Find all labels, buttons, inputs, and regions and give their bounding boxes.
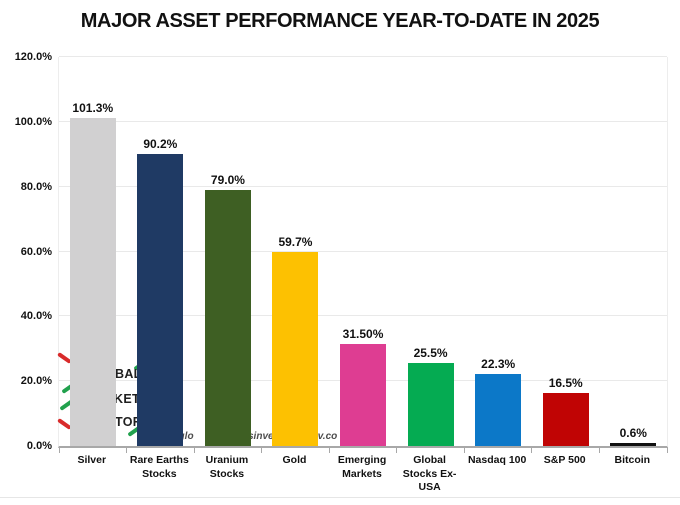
bar bbox=[272, 252, 319, 446]
x-category-label: S&P 500 bbox=[531, 454, 599, 495]
bar-value-label: 31.50% bbox=[342, 326, 384, 341]
x-axis-labels: Silver Rare Earths Stocks Uranium Stocks Gold… bbox=[58, 454, 666, 495]
gridline bbox=[59, 315, 667, 317]
x-category-label-line: Bitcoin bbox=[614, 454, 651, 466]
bar-slot: 0.6% bbox=[600, 57, 668, 446]
bar bbox=[204, 189, 251, 446]
x-category-label: Global Stocks Ex- USA bbox=[396, 454, 464, 495]
bar-slot: 59.7% bbox=[262, 57, 330, 446]
axis-tick bbox=[666, 447, 668, 453]
gridline bbox=[59, 120, 667, 122]
bar-slot: 79.0% bbox=[194, 57, 262, 446]
gridline bbox=[59, 185, 667, 187]
x-category-label: Silver bbox=[58, 454, 126, 495]
axis-tick bbox=[463, 447, 465, 453]
y-tick-label: 40.0% bbox=[20, 310, 52, 323]
bar bbox=[475, 373, 522, 446]
x-category-label-line: Stocks Ex- bbox=[402, 467, 457, 480]
y-tick-label: 100.0% bbox=[14, 115, 52, 128]
bar bbox=[542, 392, 589, 446]
x-category-label-line: Emerging bbox=[337, 454, 387, 466]
bar bbox=[340, 343, 387, 446]
x-category-label: Emerging Markets bbox=[328, 454, 396, 495]
watermark-url-fragment: iv.co bbox=[315, 431, 338, 442]
y-tick-label: 60.0% bbox=[20, 245, 52, 258]
x-category-label-line: Markets bbox=[342, 467, 382, 480]
x-category-label-line: Gold bbox=[282, 454, 307, 466]
bar-value-label: 25.5% bbox=[413, 346, 448, 361]
bar bbox=[137, 153, 184, 446]
y-tick-label: 0.0% bbox=[26, 440, 52, 452]
x-category-label: Rare Earths Stocks bbox=[126, 454, 194, 495]
axis-tick bbox=[531, 447, 533, 453]
x-category-label: Gold bbox=[261, 454, 329, 495]
x-category-label-line: Uranium bbox=[205, 454, 249, 466]
x-category-label-line: Rare Earths bbox=[129, 454, 189, 466]
axis-tick bbox=[58, 447, 60, 453]
axis-tick bbox=[598, 447, 600, 453]
bar-slot: 16.5% bbox=[532, 57, 600, 446]
x-category-label-line: Silver bbox=[77, 454, 107, 466]
bars-row: 101.3% 90.2% 79.0% 59.7% 31.50% 25.5% 22.3% 16.… bbox=[59, 57, 667, 446]
bar-value-label: 90.2% bbox=[143, 136, 178, 151]
bar-value-label: 59.7% bbox=[278, 235, 313, 250]
x-category-label-line: Global bbox=[413, 454, 446, 466]
x-category-label-line: S&P 500 bbox=[543, 454, 586, 466]
axis-tick bbox=[261, 447, 263, 453]
axis-tick bbox=[126, 447, 128, 453]
bar-slot: 25.5% bbox=[397, 57, 465, 446]
axis-tick bbox=[193, 447, 195, 453]
bar-slot: 90.2% bbox=[127, 57, 195, 446]
x-category-label: Uranium Stocks bbox=[193, 454, 261, 495]
watermark-logo-fragment: BAL bbox=[115, 367, 142, 381]
image-bottom-edge bbox=[0, 497, 680, 498]
bar-value-label: 22.3% bbox=[481, 356, 516, 371]
y-tick-label: 20.0% bbox=[20, 375, 52, 388]
watermark-logo-fragment: TOR bbox=[115, 415, 143, 429]
bar-slot: 22.3% bbox=[464, 57, 532, 446]
bar bbox=[407, 363, 454, 446]
bar bbox=[69, 117, 116, 446]
axis-tick bbox=[328, 447, 330, 453]
bar-value-label: 79.0% bbox=[210, 172, 245, 187]
gridline bbox=[59, 250, 667, 252]
watermark-url-fragment: sinve bbox=[248, 431, 274, 442]
x-category-label-line: Stocks bbox=[209, 467, 245, 480]
bar-value-label: 16.5% bbox=[548, 375, 583, 390]
gridline bbox=[59, 56, 667, 57]
x-category-label-line: USA bbox=[418, 481, 441, 494]
bar-slot: 101.3% bbox=[59, 57, 127, 446]
x-category-label: Nasdaq 100 bbox=[463, 454, 531, 495]
bar-slot: 31.50% bbox=[329, 57, 397, 446]
chart-title: MAJOR ASSET PERFORMANCE YEAR-TO-DATE IN … bbox=[80, 10, 600, 32]
bar-value-label: 0.6% bbox=[619, 426, 647, 440]
y-tick-label: 120.0% bbox=[14, 51, 52, 63]
bar bbox=[610, 443, 657, 446]
bar-value-label: 101.3% bbox=[72, 100, 114, 115]
x-category-label-line: Nasdaq 100 bbox=[467, 454, 527, 466]
y-tick-label: 80.0% bbox=[20, 180, 52, 193]
y-axis: 0.0% 20.0% 40.0% 60.0% 80.0% 100.0% 120.0% bbox=[0, 51, 52, 452]
x-category-label: Bitcoin bbox=[599, 454, 667, 495]
x-category-label-line: Stocks bbox=[142, 467, 177, 480]
axis-tick bbox=[396, 447, 398, 453]
